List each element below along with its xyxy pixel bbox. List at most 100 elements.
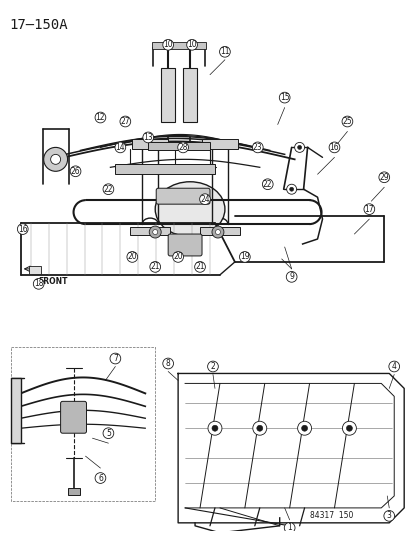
Circle shape [150,262,160,272]
Text: 20: 20 [173,253,183,262]
Circle shape [120,116,131,127]
Circle shape [363,204,374,214]
Text: 8: 8 [165,359,170,368]
Text: 1: 1 [287,523,291,532]
FancyBboxPatch shape [115,164,214,174]
Text: 16: 16 [329,143,339,152]
Text: 6: 6 [98,473,102,482]
FancyBboxPatch shape [202,140,237,149]
Circle shape [297,146,301,149]
Text: 27: 27 [120,117,130,126]
Circle shape [95,112,106,123]
Text: 26: 26 [71,167,80,176]
Circle shape [388,361,399,372]
FancyBboxPatch shape [11,346,155,501]
Text: 19: 19 [240,253,249,262]
Circle shape [279,92,290,103]
Circle shape [286,184,296,194]
FancyBboxPatch shape [28,266,40,274]
Text: 21: 21 [150,262,159,271]
Circle shape [239,252,249,262]
FancyBboxPatch shape [67,488,79,495]
Circle shape [297,421,311,435]
Circle shape [177,142,188,153]
Circle shape [152,230,157,235]
Circle shape [219,46,230,57]
Circle shape [162,358,173,369]
FancyBboxPatch shape [152,42,206,49]
Circle shape [284,522,294,533]
Circle shape [17,224,28,235]
Circle shape [142,132,153,143]
Text: 23: 23 [252,143,262,152]
FancyBboxPatch shape [199,227,239,235]
Circle shape [289,187,293,191]
Circle shape [383,511,394,521]
Circle shape [252,421,266,435]
Circle shape [149,226,161,238]
Text: 29: 29 [379,173,388,182]
Text: 13: 13 [143,133,153,142]
FancyBboxPatch shape [130,227,170,235]
Circle shape [256,425,262,431]
Circle shape [194,262,205,272]
Circle shape [110,353,121,364]
Ellipse shape [155,182,224,237]
Circle shape [50,155,60,164]
FancyBboxPatch shape [11,378,21,443]
Text: 18: 18 [34,279,43,288]
Text: 5: 5 [106,429,111,438]
FancyBboxPatch shape [168,234,202,256]
Text: 24: 24 [200,195,209,204]
Circle shape [294,142,304,152]
Text: 16: 16 [18,224,28,233]
Circle shape [341,116,352,127]
Circle shape [211,425,217,431]
Text: 25: 25 [342,117,351,126]
Circle shape [252,142,263,153]
Circle shape [207,361,218,372]
Circle shape [301,425,307,431]
Circle shape [215,230,220,235]
Text: 17: 17 [363,205,373,214]
Circle shape [33,278,44,289]
Text: 20: 20 [127,253,137,262]
Text: 10: 10 [187,41,197,50]
Text: 3: 3 [386,511,391,520]
Circle shape [70,166,81,176]
Circle shape [172,252,183,262]
FancyBboxPatch shape [148,142,209,150]
Text: 10: 10 [163,41,173,50]
Circle shape [43,148,67,171]
Circle shape [127,252,138,262]
Text: 9: 9 [289,272,293,281]
Circle shape [186,39,197,50]
FancyBboxPatch shape [183,68,197,123]
Text: 15: 15 [279,93,289,102]
Text: 28: 28 [178,143,188,152]
Text: 11: 11 [220,47,229,56]
Circle shape [199,194,210,205]
Text: 22: 22 [103,185,113,193]
Circle shape [328,142,339,153]
Text: 21: 21 [195,262,204,271]
FancyBboxPatch shape [156,188,209,204]
Text: FRONT: FRONT [38,277,68,286]
Text: 17–150A: 17–150A [9,18,67,32]
Text: 14: 14 [115,143,125,152]
FancyBboxPatch shape [132,140,168,149]
Circle shape [378,172,389,183]
Circle shape [95,473,106,483]
Circle shape [342,421,356,435]
Circle shape [346,425,351,431]
Circle shape [262,179,273,190]
Text: 22: 22 [262,180,272,189]
Circle shape [162,39,173,50]
Text: 12: 12 [95,113,105,122]
Circle shape [103,184,114,195]
Circle shape [286,271,296,282]
Circle shape [115,142,126,153]
Circle shape [207,421,221,435]
Text: 84317  150: 84317 150 [309,511,352,520]
Circle shape [103,428,114,439]
